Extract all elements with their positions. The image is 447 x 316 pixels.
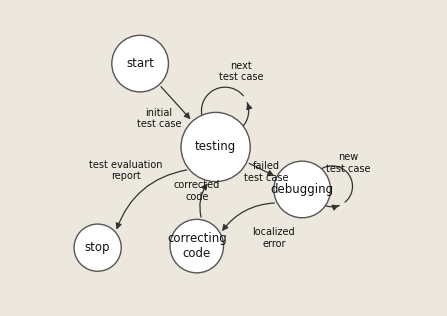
Text: new
test case: new test case: [325, 152, 370, 173]
Circle shape: [112, 35, 169, 92]
Text: failed
test case: failed test case: [244, 161, 288, 183]
Circle shape: [170, 219, 224, 273]
Text: start: start: [126, 57, 154, 70]
Text: stop: stop: [85, 241, 110, 254]
Text: localized
error: localized error: [253, 228, 295, 249]
Circle shape: [181, 112, 250, 182]
Text: testing: testing: [195, 141, 236, 154]
Text: debugging: debugging: [270, 183, 334, 196]
Circle shape: [274, 161, 330, 218]
Text: next
test case: next test case: [219, 61, 263, 82]
Circle shape: [74, 224, 121, 271]
Text: correcting
code: correcting code: [167, 232, 227, 260]
Text: initial
test case: initial test case: [137, 108, 181, 130]
Text: test evaluation
report: test evaluation report: [89, 160, 163, 181]
Text: corrected
code: corrected code: [173, 180, 220, 202]
